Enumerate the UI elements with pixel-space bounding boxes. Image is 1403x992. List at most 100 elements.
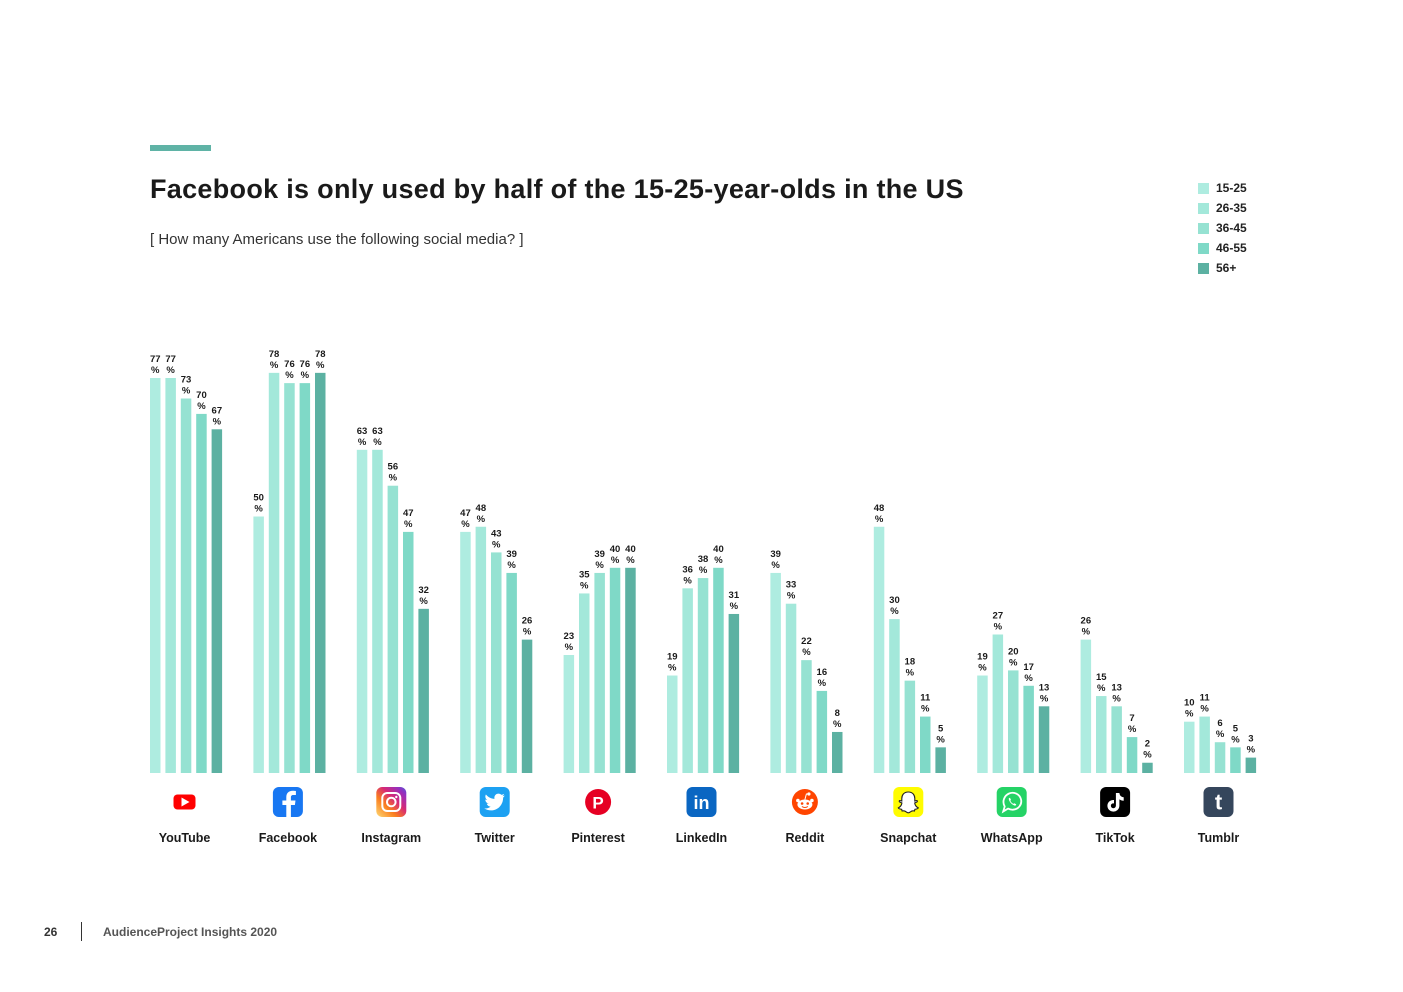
bar-reddit-26-35 — [785, 603, 797, 773]
bar-snapchat-15-25 — [873, 526, 885, 773]
bar-twitter-36-45 — [491, 552, 502, 773]
bar-linkedin-15-25 — [667, 675, 678, 773]
legend-label: 15-25 — [1216, 181, 1247, 195]
bar-reddit-15-25 — [770, 572, 781, 773]
bar-group-tumblr: 10 % 11 % 6 % 5% 3% — [1184, 693, 1257, 773]
bar-facebook-56+ — [315, 372, 326, 773]
data-label: 70% — [196, 390, 207, 412]
snapchat-icon — [893, 787, 924, 817]
data-label: 47% — [460, 508, 471, 530]
youtube-icon — [173, 794, 196, 810]
bar-youtube-26-35 — [165, 377, 176, 773]
data-label: 7% — [1128, 713, 1137, 735]
data-label: 17% — [1023, 662, 1034, 684]
whatsapp-icon — [996, 787, 1027, 817]
bar-twitter-46-55 — [506, 572, 517, 773]
bar-facebook-36-45 — [284, 383, 295, 773]
legend-label: 26-35 — [1216, 201, 1247, 215]
category-label: Pinterest — [571, 831, 625, 845]
chart-title: Facebook is only used by half of the 15-… — [150, 174, 964, 204]
data-label: 39% — [506, 549, 517, 571]
data-label: 27% — [993, 610, 1004, 632]
bar-group-instagram: 63 % 63 % 56 % 47 % 32% — [357, 426, 429, 773]
data-label: 2% — [1143, 739, 1152, 761]
category-label: Twitter — [475, 831, 515, 845]
data-label: 22% — [801, 636, 812, 658]
bar-whatsapp-36-45 — [1008, 670, 1019, 773]
bar-group-pinterest: 23 % 35 % 39 % 40 % 40% — [564, 544, 636, 773]
data-label: 50% — [253, 493, 264, 515]
bar-instagram-15-25 — [356, 449, 368, 773]
tumblr-icon: t — [1203, 787, 1234, 817]
legend-label: 56+ — [1216, 261, 1237, 275]
data-label: 13% — [1039, 682, 1050, 704]
data-label: 67% — [212, 405, 223, 427]
page-number: 26 — [44, 925, 58, 939]
bar-group-facebook: 50 % 78% 76 % 76 % 78% — [253, 349, 326, 773]
twitter-icon — [479, 787, 510, 817]
data-label: 19% — [667, 652, 678, 674]
bar-tumblr-26-35 — [1199, 716, 1210, 773]
data-label: 35% — [579, 569, 590, 591]
facebook-icon — [272, 787, 303, 817]
bar-reddit-46-55 — [816, 690, 828, 773]
data-label: 20% — [1008, 646, 1019, 668]
legend-swatch — [1198, 242, 1209, 254]
tiktok-icon — [1100, 787, 1131, 817]
data-label: 76% — [284, 359, 295, 381]
bar-group-linkedin: 19 % 36 % 38 % 40 % 31% — [667, 544, 740, 773]
legend-label: 46-55 — [1216, 241, 1247, 255]
data-label: 26% — [522, 616, 533, 638]
bar-facebook-15-25 — [253, 516, 264, 773]
data-label: 43% — [491, 528, 502, 550]
legend-swatch — [1198, 182, 1209, 194]
legend-swatch — [1198, 222, 1209, 234]
bar-reddit-36-45 — [801, 660, 812, 773]
data-label: 76% — [300, 359, 311, 381]
legend-item-56+: 56+ — [1198, 258, 1247, 278]
data-label: 36% — [682, 564, 693, 586]
bar-twitter-26-35 — [475, 526, 487, 773]
data-label: 48% — [476, 503, 487, 525]
data-label: 11% — [1200, 693, 1211, 715]
bar-youtube-56+ — [211, 429, 223, 773]
data-label: 63% — [372, 426, 383, 448]
bar-group-reddit: 39 % 33 % 22 % 16 % 8% — [770, 549, 843, 773]
category-label: WhatsApp — [981, 831, 1043, 845]
footer-text: AudienceProject Insights 2020 — [103, 925, 278, 939]
bar-twitter-15-25 — [460, 531, 471, 773]
data-label: 31% — [729, 590, 740, 612]
data-label: 13% — [1111, 682, 1122, 704]
bar-whatsapp-56+ — [1038, 706, 1050, 773]
bar-snapchat-46-55 — [920, 716, 931, 773]
legend-item-36-45: 36-45 — [1198, 218, 1247, 238]
bar-snapchat-26-35 — [889, 619, 900, 773]
data-label: 73% — [181, 375, 192, 397]
footer-divider — [81, 922, 82, 941]
category-label: Reddit — [785, 831, 825, 845]
data-label: 78% — [315, 349, 326, 371]
legend-item-46-55: 46-55 — [1198, 238, 1247, 258]
bar-tiktok-56+ — [1142, 762, 1153, 773]
category-label: Facebook — [259, 831, 317, 845]
bar-instagram-46-55 — [403, 531, 414, 773]
data-label: 40% — [610, 544, 621, 566]
data-label: 11% — [920, 693, 931, 715]
data-label: 77% — [165, 354, 176, 376]
bar-instagram-26-35 — [372, 449, 383, 773]
bar-linkedin-36-45 — [697, 578, 709, 773]
data-label: 19% — [977, 652, 988, 674]
legend-swatch — [1198, 262, 1209, 274]
data-label: 77% — [150, 354, 161, 376]
data-label: 6% — [1216, 718, 1225, 740]
data-label: 63% — [357, 426, 368, 448]
svg-text:t: t — [1215, 790, 1223, 815]
data-label: 3% — [1247, 734, 1256, 756]
bar-tumblr-36-45 — [1214, 742, 1226, 773]
bar-group-twitter: 47 % 48 % 43 % 39 % 26% — [460, 503, 532, 773]
bar-pinterest-46-55 — [609, 567, 621, 773]
bar-pinterest-56+ — [625, 567, 636, 773]
data-label: 32% — [418, 585, 429, 607]
bar-group-youtube: 77 % 77 % 73% 70% 67% — [150, 354, 222, 773]
data-label: 40% — [625, 544, 636, 566]
